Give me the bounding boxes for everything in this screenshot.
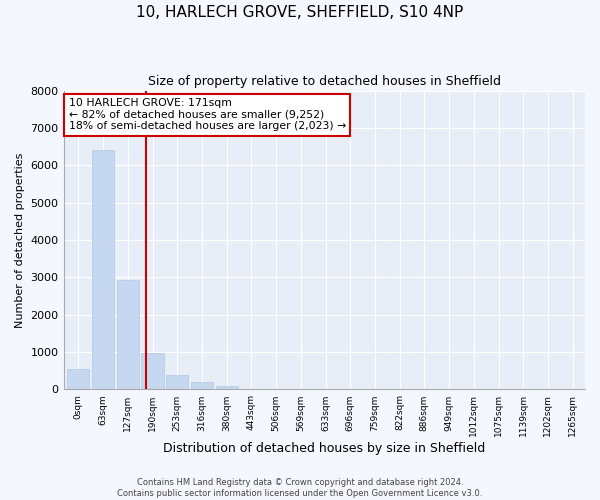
Title: Size of property relative to detached houses in Sheffield: Size of property relative to detached ho…: [148, 75, 501, 88]
Bar: [116, 280, 139, 390]
Text: Contains HM Land Registry data © Crown copyright and database right 2024.
Contai: Contains HM Land Registry data © Crown c…: [118, 478, 482, 498]
Bar: [142, 353, 164, 390]
Bar: [67, 368, 89, 390]
Bar: [215, 386, 238, 390]
Text: 10, HARLECH GROVE, SHEFFIELD, S10 4NP: 10, HARLECH GROVE, SHEFFIELD, S10 4NP: [136, 5, 464, 20]
Bar: [191, 382, 213, 390]
X-axis label: Distribution of detached houses by size in Sheffield: Distribution of detached houses by size …: [163, 442, 485, 455]
Text: 10 HARLECH GROVE: 171sqm
← 82% of detached houses are smaller (9,252)
18% of sem: 10 HARLECH GROVE: 171sqm ← 82% of detach…: [69, 98, 346, 131]
Bar: [166, 375, 188, 390]
Bar: [92, 150, 114, 390]
Y-axis label: Number of detached properties: Number of detached properties: [15, 152, 25, 328]
Bar: [240, 388, 262, 390]
